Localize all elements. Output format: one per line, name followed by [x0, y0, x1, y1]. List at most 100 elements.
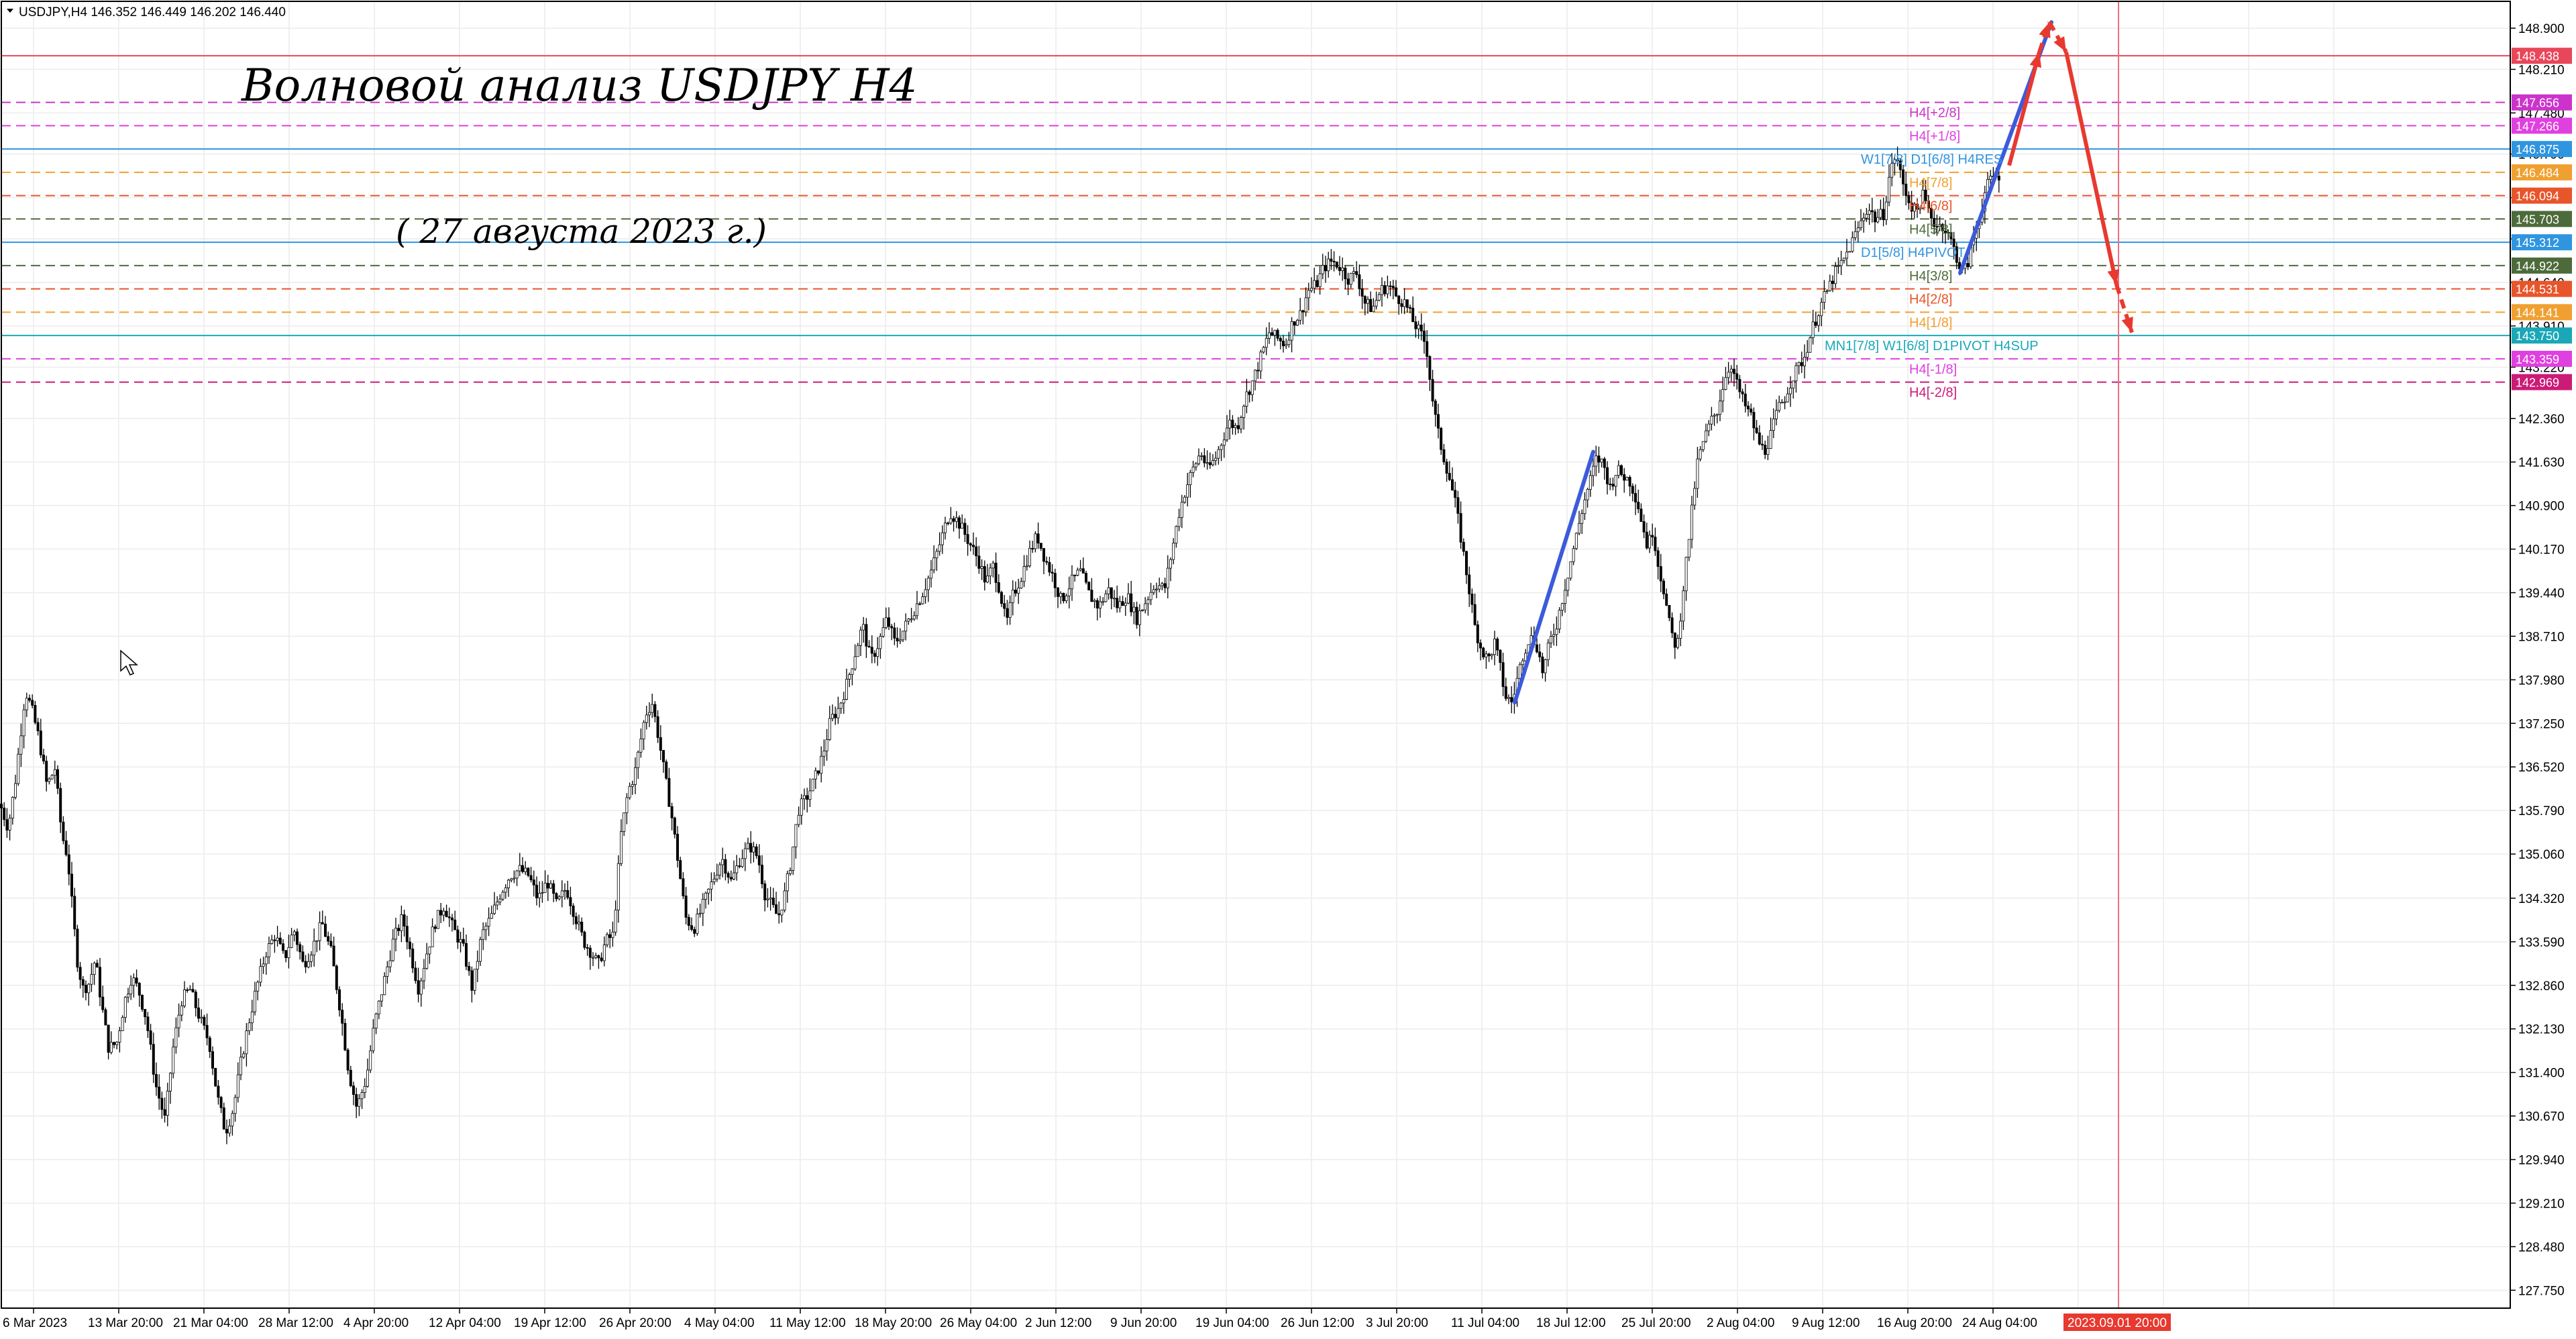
candle-body — [194, 992, 197, 1008]
time-tick-label: 19 Jun 04:00 — [1195, 1316, 1269, 1330]
candle-body — [307, 961, 310, 967]
candle-body — [437, 910, 440, 929]
candle-body — [1304, 297, 1307, 313]
candle-body — [842, 699, 845, 704]
candle-body — [1228, 419, 1232, 429]
candle-body — [1800, 362, 1803, 366]
candle-body — [1842, 258, 1845, 261]
candle-body — [278, 937, 282, 945]
candle-body — [1031, 547, 1034, 549]
candle-body — [572, 906, 575, 917]
candle-body — [910, 619, 913, 621]
candle-body — [1327, 258, 1330, 272]
candle-body — [1057, 587, 1060, 597]
candle-body — [189, 989, 192, 991]
candle-body — [1482, 647, 1485, 657]
candle-body — [1203, 455, 1206, 464]
candle-body — [219, 1097, 223, 1108]
candle-body — [1254, 370, 1257, 382]
price-tick-label: 137.980 — [2518, 674, 2565, 688]
level-tag-text-h4-plus-1-8: 147.266 — [2516, 119, 2559, 133]
levels-layer — [1, 1, 2510, 1308]
candle-body — [1665, 593, 1668, 606]
candle-body — [755, 846, 758, 857]
candle-body — [518, 865, 521, 871]
level-tag-text-h4-5-8: 145.703 — [2516, 213, 2559, 226]
candle-body — [955, 517, 958, 522]
candle-body — [724, 859, 727, 874]
candle-body — [172, 1047, 175, 1074]
time-tick-label: 11 May 12:00 — [769, 1316, 846, 1330]
candle-body — [1732, 368, 1735, 374]
candle-body — [555, 893, 558, 900]
candle-body — [1273, 329, 1277, 336]
candle-body — [149, 1030, 152, 1045]
time-tick-label: 25 Jul 20:00 — [1621, 1316, 1691, 1330]
candle-body — [5, 819, 9, 831]
candle-body — [1659, 566, 1662, 582]
symbol-header[interactable]: USDJPY,H4 146.352 146.449 146.202 146.44… — [7, 5, 286, 19]
candle-body — [1450, 479, 1454, 491]
candle-body — [126, 994, 129, 998]
candle-body — [154, 1074, 158, 1087]
candle-body — [1738, 379, 1741, 392]
candle-body — [673, 817, 676, 835]
candle-body — [1462, 541, 1465, 552]
candle-body — [557, 896, 561, 900]
candle-body — [138, 983, 141, 996]
candle-body — [1713, 415, 1716, 417]
candle-body — [1792, 380, 1795, 388]
candle-body — [980, 566, 983, 569]
candle-body — [820, 755, 823, 774]
time-tick-label: 9 Aug 12:00 — [1792, 1316, 1860, 1330]
candle-body — [248, 1022, 251, 1031]
candle-body — [1625, 477, 1629, 481]
candle-body — [1947, 231, 1950, 233]
candle-body — [1690, 504, 1693, 540]
candle-body — [377, 1000, 380, 1014]
candle-body — [335, 965, 338, 990]
candle-body — [1989, 176, 1992, 180]
candle-body — [1217, 449, 1220, 459]
candle-body — [1138, 610, 1141, 625]
candle-body — [1589, 475, 1592, 490]
candle-body — [648, 712, 651, 716]
candle-body — [1426, 341, 1429, 357]
candle-body — [1169, 559, 1173, 569]
candle-body — [1440, 427, 1443, 450]
candle-body — [1828, 280, 1831, 291]
time-tick-label: 4 May 04:00 — [684, 1316, 755, 1330]
level-tag-d1-5-8 — [2512, 234, 2572, 251]
candle-body — [1493, 639, 1496, 655]
candle-body — [1222, 439, 1226, 446]
candle-body — [1558, 610, 1561, 630]
candle-body — [112, 1042, 115, 1045]
time-tick-label: 11 Jul 04:00 — [1451, 1316, 1519, 1330]
candle-body — [1707, 423, 1711, 431]
candle-body — [160, 1097, 164, 1110]
candle-body — [329, 941, 333, 947]
candle-body — [893, 627, 896, 639]
candle-body — [146, 1016, 150, 1031]
candle-body — [1212, 460, 1215, 466]
candle-body — [659, 737, 662, 751]
candle-body — [1704, 430, 1707, 442]
candle-body — [898, 639, 902, 641]
candle-body — [1758, 432, 1761, 445]
candle-body — [580, 921, 584, 932]
candle-body — [442, 910, 445, 916]
dropdown-triangle-icon[interactable] — [7, 9, 13, 13]
candle-body — [1811, 321, 1815, 338]
candle-body — [1335, 261, 1338, 268]
candle-body — [1929, 207, 1933, 219]
candle-body — [465, 943, 468, 967]
candle-body — [1668, 604, 1671, 619]
candle-body — [8, 818, 11, 831]
candle-body — [543, 883, 547, 893]
candle-body — [504, 888, 507, 893]
candle-body — [639, 739, 643, 753]
candle-body — [1580, 513, 1584, 524]
candle-body — [1442, 449, 1446, 463]
candle-body — [583, 932, 586, 948]
